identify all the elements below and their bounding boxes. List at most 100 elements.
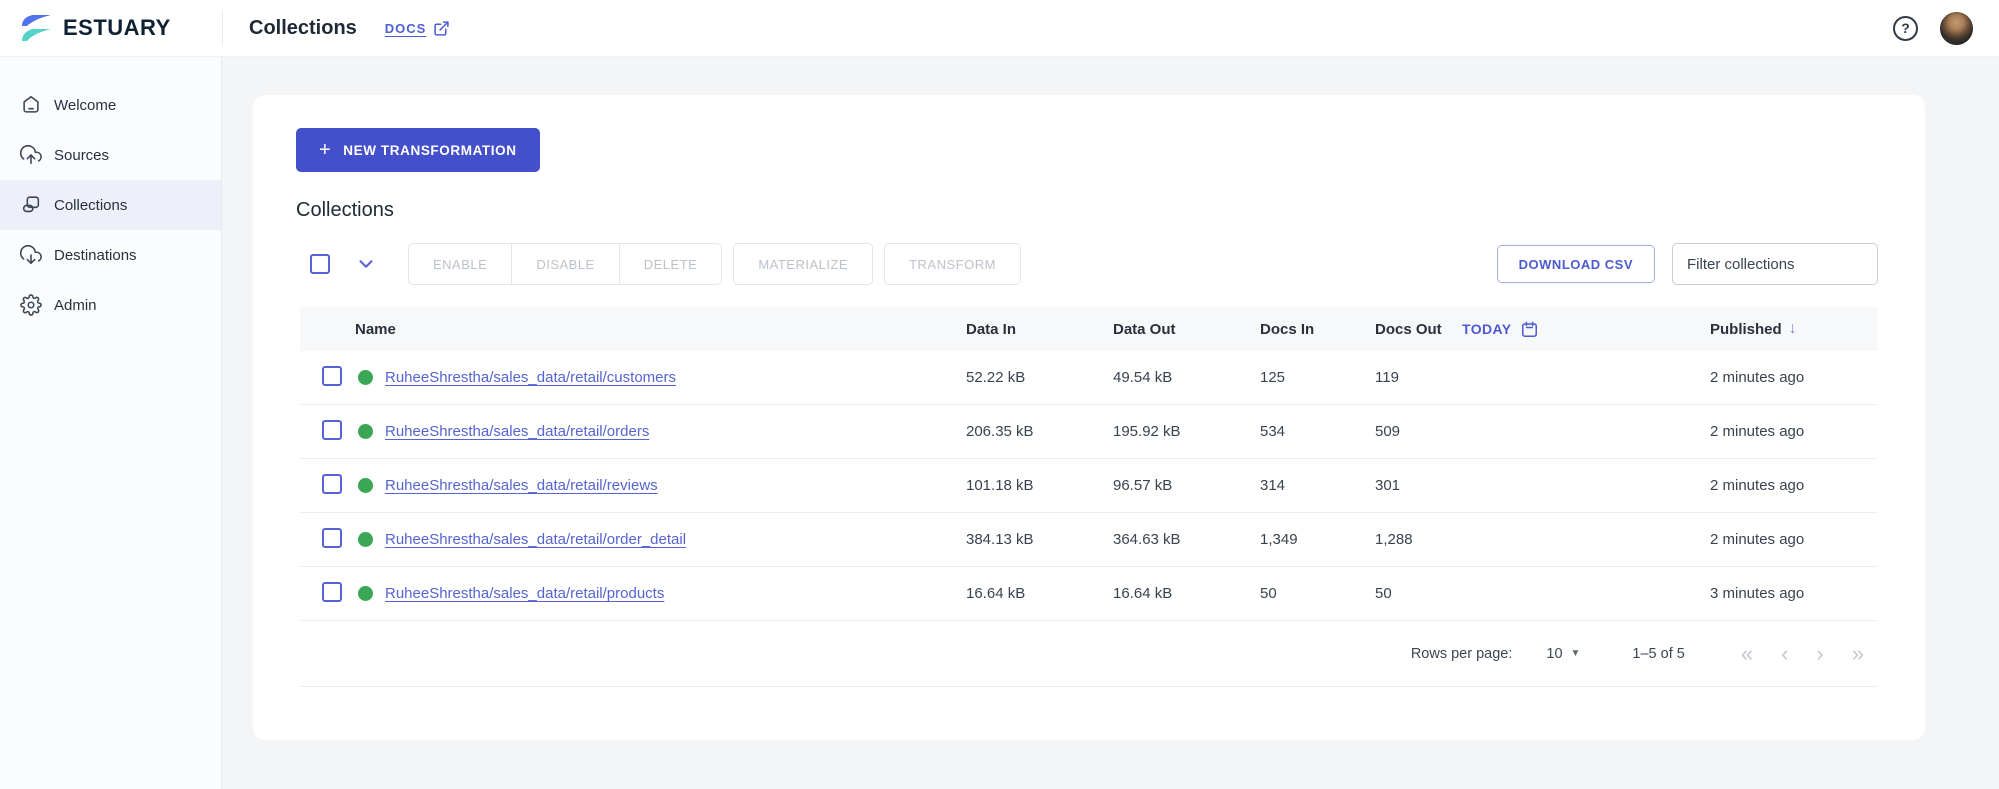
table-row: RuheeShrestha/sales_data/retail/orders 2… [300, 405, 1878, 459]
sidebar-item-welcome[interactable]: Welcome [0, 80, 221, 130]
rows-per-page-value: 10 [1546, 645, 1563, 662]
cell-docs-in: 50 [1260, 585, 1277, 602]
docs-link-label: DOCS [384, 20, 427, 36]
transform-button[interactable]: TRANSFORM [884, 243, 1021, 285]
cell-docs-in: 534 [1260, 423, 1286, 440]
column-header-docs-out[interactable]: Docs Out [1375, 320, 1442, 338]
table-row: RuheeShrestha/sales_data/retail/customer… [300, 351, 1878, 405]
row-checkbox[interactable] [322, 527, 342, 548]
collections-card: + NEW TRANSFORMATION Collections ENABLE … [253, 95, 1925, 740]
rows-per-page-select[interactable]: 10 ▼ [1546, 646, 1580, 662]
topbar-divider [222, 11, 223, 45]
brand-name: ESTUARY [63, 15, 171, 40]
estuary-logo-icon [18, 12, 54, 44]
column-header-data-out[interactable]: Data Out [1113, 320, 1176, 338]
table-header-row: Name Data In Data Out Docs In Docs Out T… [300, 307, 1878, 351]
delete-button[interactable]: DELETE [618, 243, 723, 285]
status-healthy-icon [358, 478, 373, 493]
row-checkbox[interactable] [322, 473, 342, 494]
collections-table: Name Data In Data Out Docs In Docs Out T… [300, 307, 1878, 621]
cell-data-in: 206.35 kB [966, 423, 1034, 440]
calendar-icon [1520, 320, 1539, 339]
collection-name-link[interactable]: RuheeShrestha/sales_data/retail/customer… [385, 369, 676, 386]
enable-button[interactable]: ENABLE [408, 243, 512, 285]
page-title: Collections [249, 16, 357, 39]
previous-page-button[interactable]: ‹ [1781, 640, 1789, 666]
cell-published: 2 minutes ago [1710, 477, 1805, 494]
disable-button[interactable]: DISABLE [511, 243, 619, 285]
cell-docs-out: 509 [1375, 423, 1401, 440]
cell-docs-in: 125 [1260, 369, 1286, 386]
download-csv-button[interactable]: DOWNLOAD CSV [1496, 245, 1655, 283]
cell-data-out: 195.92 kB [1113, 423, 1181, 440]
column-header-name[interactable]: Name [355, 320, 396, 338]
collection-name-link[interactable]: RuheeShrestha/sales_data/retail/orders [385, 423, 650, 440]
row-checkbox[interactable] [322, 419, 342, 440]
cell-published: 2 minutes ago [1710, 369, 1805, 386]
sidebar-item-destinations[interactable]: Destinations [0, 230, 221, 280]
cell-published: 3 minutes ago [1710, 585, 1805, 602]
cell-docs-out: 50 [1375, 585, 1392, 602]
user-avatar[interactable] [1940, 11, 1973, 45]
sort-descending-icon: ↓ [1788, 320, 1797, 337]
home-icon [20, 94, 42, 116]
cell-published: 2 minutes ago [1710, 423, 1805, 440]
today-label: TODAY [1462, 321, 1512, 337]
select-all-checkbox[interactable] [310, 254, 330, 274]
table-body: RuheeShrestha/sales_data/retail/customer… [300, 351, 1878, 621]
sidebar-item-collections[interactable]: Collections [0, 180, 221, 230]
materialize-button[interactable]: MATERIALIZE [733, 243, 874, 285]
status-healthy-icon [358, 424, 373, 439]
new-transformation-label: NEW TRANSFORMATION [343, 142, 517, 158]
cell-data-out: 49.54 kB [1113, 369, 1173, 386]
cell-data-out: 96.57 kB [1113, 477, 1173, 494]
cloud-download-icon [20, 244, 42, 266]
sidebar-item-label: Sources [54, 146, 110, 164]
cloud-upload-icon [20, 144, 42, 166]
table-row: RuheeShrestha/sales_data/retail/reviews … [300, 459, 1878, 513]
row-checkbox[interactable] [322, 365, 342, 386]
sidebar-item-label: Collections [54, 196, 128, 214]
docs-link[interactable]: DOCS [385, 20, 451, 37]
cell-data-in: 384.13 kB [966, 531, 1034, 548]
help-icon[interactable]: ? [1893, 15, 1918, 41]
cell-docs-out: 119 [1375, 369, 1399, 386]
sidebar-item-admin[interactable]: Admin [0, 280, 221, 330]
section-title: Collections [296, 199, 394, 221]
cell-data-out: 16.64 kB [1113, 585, 1173, 602]
pagination-range: 1–5 of 5 [1632, 645, 1685, 662]
filter-collections-input[interactable] [1672, 243, 1878, 285]
last-page-button[interactable]: » [1851, 640, 1864, 666]
collection-name-link[interactable]: RuheeShrestha/sales_data/retail/products [385, 585, 665, 602]
collections-icon [20, 194, 42, 216]
column-header-data-in[interactable]: Data In [966, 320, 1017, 338]
chevron-down-icon[interactable] [355, 253, 377, 275]
plus-icon: + [319, 139, 332, 161]
estuary-logo[interactable]: ESTUARY [18, 12, 204, 44]
pagination-bar: Rows per page: 10 ▼ 1–5 of 5 « ‹ › » [300, 621, 1878, 687]
sidebar-item-label: Destinations [54, 246, 137, 264]
next-page-button[interactable]: › [1816, 640, 1824, 666]
external-link-icon [433, 20, 450, 37]
column-header-published[interactable]: Published ↓ [1710, 320, 1878, 338]
table-toolbar: ENABLE DISABLE DELETE MATERIALIZE TRANSF… [300, 243, 1878, 285]
status-healthy-icon [358, 532, 373, 547]
cell-data-in: 52.22 kB [966, 369, 1026, 386]
row-checkbox[interactable] [322, 581, 342, 602]
sidebar-item-sources[interactable]: Sources [0, 130, 221, 180]
date-filter-today-button[interactable]: TODAY [1462, 320, 1710, 339]
gear-icon [20, 294, 42, 316]
collection-name-link[interactable]: RuheeShrestha/sales_data/retail/reviews [385, 477, 658, 494]
cell-docs-out: 301 [1375, 477, 1401, 494]
cell-docs-in: 1,349 [1260, 531, 1298, 548]
cell-docs-out: 1,288 [1375, 531, 1413, 548]
sidebar: Welcome Sources Collections [0, 57, 222, 789]
rows-per-page-label: Rows per page: [1410, 645, 1513, 662]
cell-data-in: 16.64 kB [966, 585, 1026, 602]
collection-name-link[interactable]: RuheeShrestha/sales_data/retail/order_de… [385, 531, 687, 548]
column-header-docs-in[interactable]: Docs In [1260, 320, 1315, 338]
published-label: Published [1710, 320, 1782, 338]
new-transformation-button[interactable]: + NEW TRANSFORMATION [296, 128, 540, 172]
first-page-button[interactable]: « [1740, 640, 1754, 666]
status-healthy-icon [358, 586, 373, 601]
